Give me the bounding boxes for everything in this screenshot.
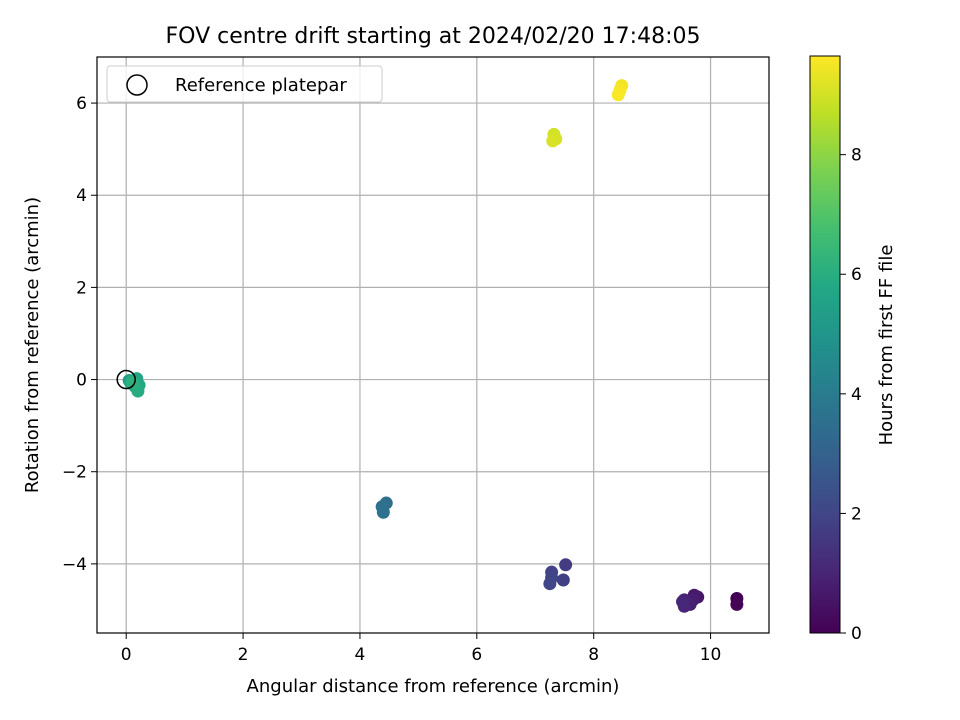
y-tick-label: 2: [76, 278, 87, 298]
colorbar-ticks: 0 2 4 6 8: [840, 146, 862, 644]
data-points: [122, 79, 744, 613]
y-tick-label: 6: [76, 94, 87, 114]
colorbar: [809, 55, 841, 634]
data-point: [611, 88, 625, 102]
plot-frame: [96, 56, 770, 634]
data-point: [676, 595, 690, 609]
legend-box: [106, 65, 383, 103]
y-tick-label: −2: [62, 463, 87, 483]
x-axis-ticks: 0 2 4 6 8 10: [121, 633, 722, 665]
data-point: [376, 505, 390, 519]
x-tick-label: 6: [471, 645, 482, 665]
x-tick-label: 10: [700, 645, 722, 665]
reference-platepar-marker: [116, 369, 136, 390]
colorbar-tick-label: 8: [851, 146, 862, 166]
colorbar-tick-label: 2: [851, 504, 862, 524]
x-tick-label: 4: [355, 645, 366, 665]
colorbar-label: Hours from first FF file: [876, 245, 897, 446]
y-axis-label: Rotation from reference (arcmin): [22, 197, 43, 493]
x-tick-label: 2: [238, 645, 249, 665]
chart-title: FOV centre drift starting at 2024/02/20 …: [166, 24, 701, 49]
x-tick-label: 0: [121, 645, 132, 665]
grid-lines: [97, 57, 769, 633]
data-point: [559, 558, 573, 572]
data-point: [546, 134, 560, 148]
data-point: [556, 573, 570, 587]
colorbar-tick-label: 6: [851, 265, 862, 285]
x-tick-label: 8: [588, 645, 599, 665]
legend-reference-marker: [126, 74, 148, 96]
data-point: [543, 577, 557, 591]
y-tick-label: −4: [62, 555, 87, 575]
y-tick-label: 4: [76, 186, 87, 206]
data-point: [730, 597, 744, 611]
legend: Reference platepar: [106, 65, 383, 103]
colorbar-tick-label: 0: [851, 624, 862, 644]
colorbar-tick-label: 4: [851, 385, 862, 405]
reference-marker: [116, 369, 136, 390]
y-tick-label: 0: [76, 371, 87, 391]
y-axis-ticks: −4 −2 0 2 4 6: [62, 94, 97, 575]
x-axis-label: Angular distance from reference (arcmin): [247, 676, 620, 697]
legend-label: Reference platepar: [175, 75, 347, 96]
